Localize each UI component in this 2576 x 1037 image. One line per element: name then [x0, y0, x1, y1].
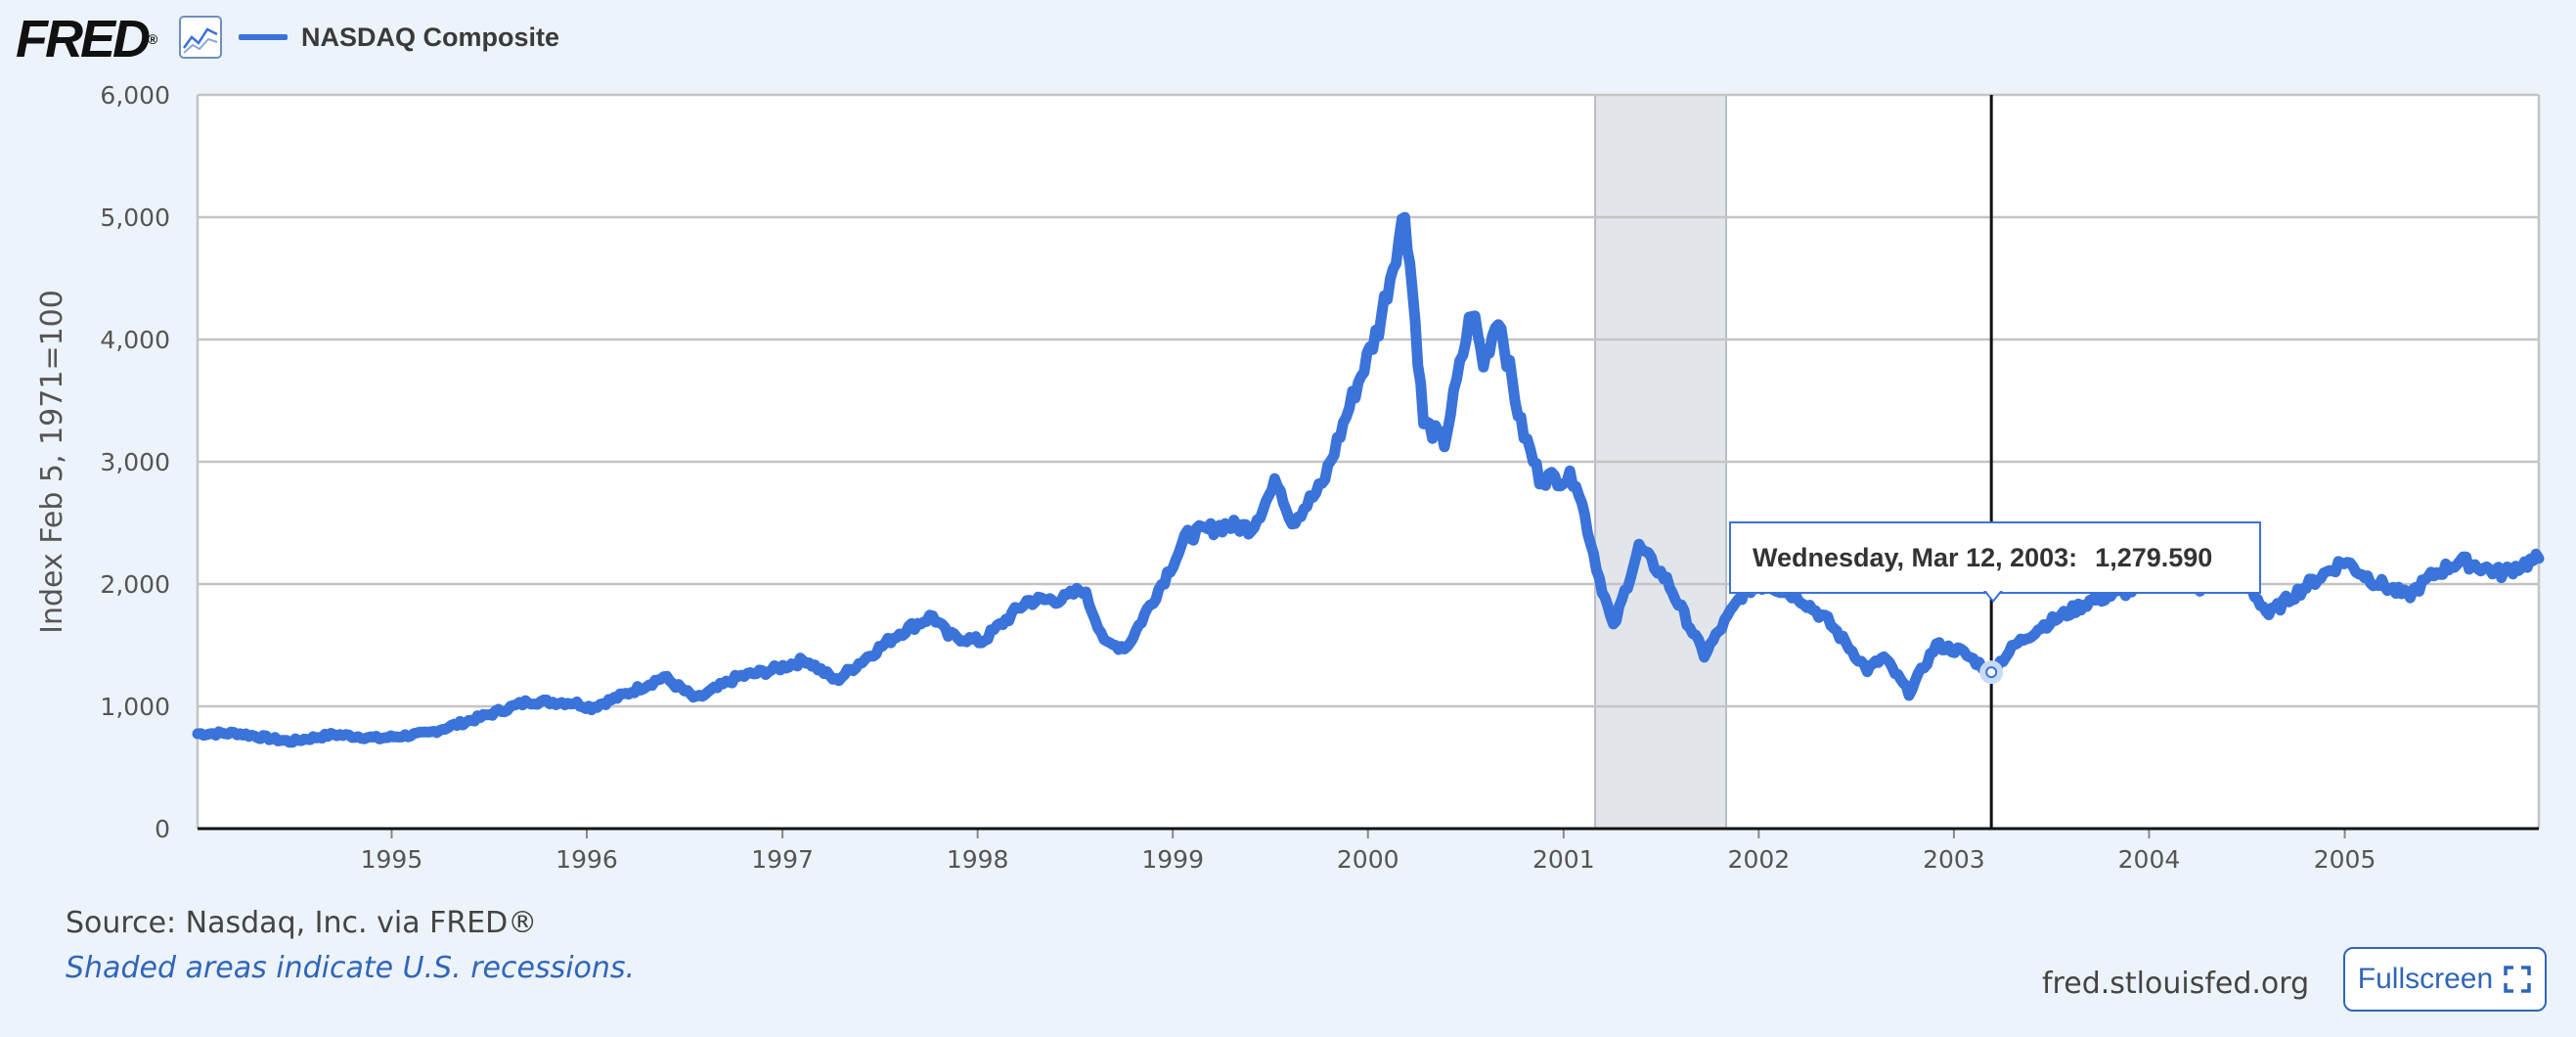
- tooltip-value: 1,279.590: [2095, 542, 2213, 572]
- tooltip: Wednesday, Mar 12, 2003: 1,279.590: [1729, 521, 2261, 594]
- y-tick-label: 5,000: [100, 203, 170, 232]
- y-axis-ticks: 0 1,000 2,000 3,000 4,000 5,000 6,000: [100, 81, 170, 843]
- y-tick-label: 3,000: [100, 448, 170, 476]
- legend-swatch: [239, 34, 288, 40]
- x-tick-label: 2004: [2118, 845, 2181, 874]
- x-tick-label: 1997: [751, 845, 814, 874]
- tooltip-date: Wednesday, Mar 12, 2003:: [1753, 542, 2078, 572]
- hover-point[interactable]: [1985, 666, 1998, 679]
- y-tick-label: 1,000: [100, 693, 170, 721]
- x-tick-label: 2002: [1728, 845, 1791, 874]
- x-tick-label: 1998: [947, 845, 1009, 874]
- x-tick-label: 2000: [1337, 845, 1399, 874]
- legend-label: NASDAQ Composite: [301, 22, 560, 52]
- fred-logo[interactable]: FRED®: [16, 8, 157, 70]
- y-tick-label: 6,000: [100, 81, 170, 110]
- site-url[interactable]: fred.stlouisfed.org: [2042, 967, 2310, 1001]
- x-tick-label: 2005: [2314, 845, 2376, 874]
- chart-legend[interactable]: NASDAQ Composite: [239, 18, 559, 57]
- fred-logo-text: FRED: [16, 10, 151, 68]
- fullscreen-label: Fullscreen: [2357, 963, 2494, 995]
- y-tick-label: 0: [155, 815, 170, 843]
- x-axis-ticks: 1995 1996 1997 1998 1999 2000 2001 2002 2003 2004…: [361, 829, 2376, 874]
- x-tick-label: 1995: [361, 845, 423, 874]
- y-tick-label: 2,000: [100, 570, 170, 599]
- source-note: Source: Nasdaq, Inc. via FRED®: [66, 906, 538, 940]
- x-tick-label: 2001: [1532, 845, 1595, 874]
- x-tick-label: 1996: [555, 845, 618, 874]
- y-axis-label: Index Feb 5, 1971=100: [35, 290, 69, 634]
- fullscreen-icon: [2504, 966, 2531, 993]
- recession-note: Shaded areas indicate U.S. recessions.: [66, 951, 636, 985]
- fred-logo-mark: ®: [148, 31, 158, 47]
- y-tick-label: 4,000: [100, 326, 170, 354]
- fullscreen-button[interactable]: Fullscreen: [2343, 947, 2547, 1012]
- tooltip-arrow-inner: [1985, 590, 2001, 600]
- line-graph-icon[interactable]: [179, 16, 222, 59]
- x-tick-label: 1999: [1141, 845, 1204, 874]
- chart-header: FRED® NASDAQ Composite: [0, 0, 2576, 78]
- x-tick-label: 2003: [1923, 845, 1985, 874]
- chart-canvas[interactable]: 0 1,000 2,000 3,000 4,000 5,000 6,000 1995 1996…: [0, 0, 2576, 880]
